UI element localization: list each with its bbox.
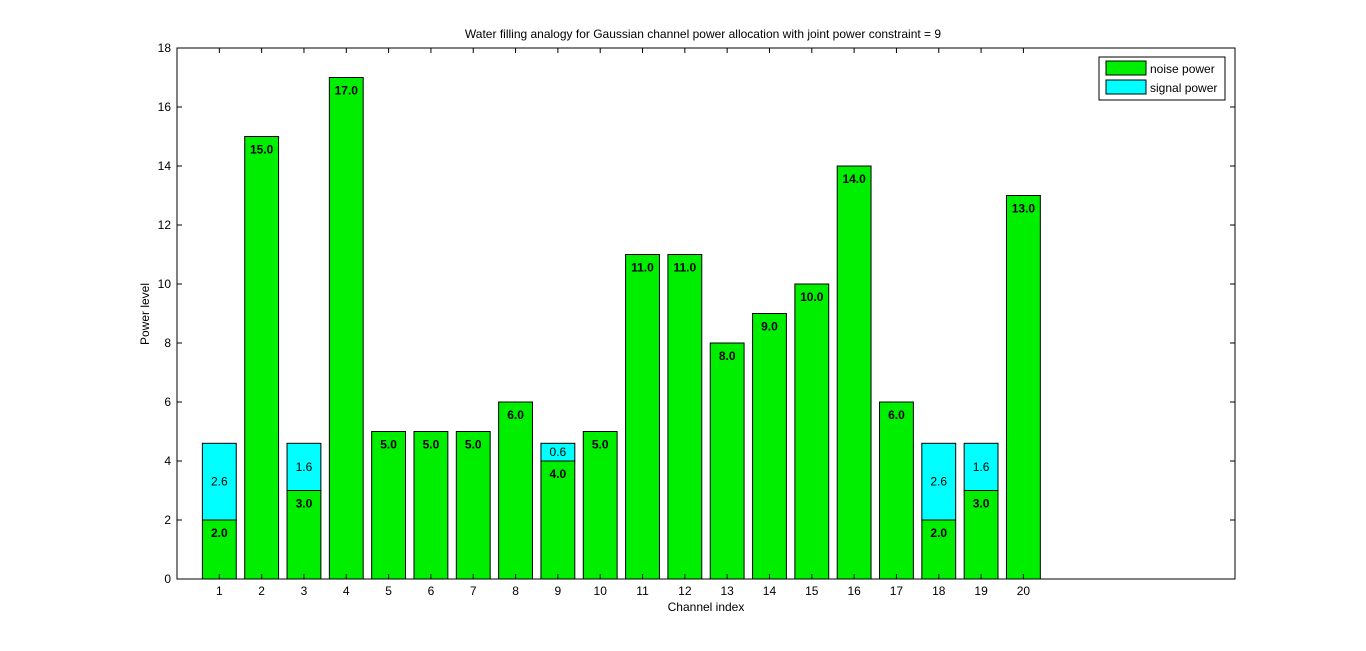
x-tick-label-19: 19: [974, 584, 988, 598]
signal-power-label-18: 2.6: [930, 475, 947, 489]
x-tick-label-10: 10: [594, 584, 608, 598]
signal-power-label-19: 1.6: [973, 460, 990, 474]
x-tick-label-11: 11: [636, 584, 649, 598]
x-axis-label: Channel index: [668, 600, 745, 614]
y-tick-label-16: 16: [158, 100, 172, 114]
noise-power-bar-15: [794, 283, 830, 580]
y-axis-label: Power level: [138, 283, 152, 345]
y-tick-label-12: 12: [158, 218, 172, 232]
noise-power-label-5: 5.0: [380, 438, 397, 452]
y-tick-label-8: 8: [164, 336, 171, 350]
noise-power-bar-18: [921, 519, 957, 580]
x-tick-label-17: 17: [890, 584, 904, 598]
noise-power-bar-7: [455, 431, 491, 580]
x-tick-label-3: 3: [301, 584, 308, 598]
noise-power-label-14: 9.0: [761, 320, 778, 334]
noise-power-label-6: 5.0: [423, 438, 440, 452]
y-tick-label-4: 4: [164, 454, 171, 468]
signal-power-bar-9: [540, 442, 576, 462]
noise-power-label-19: 3.0: [973, 497, 990, 511]
axes-layer: 1 2 3 4 5 6 7 8 9 10 11 12 13 14 15 16 17 18 19 20024681012…: [158, 41, 1235, 598]
noise-power-bar-12: [667, 254, 703, 580]
noise-power-label-15: 10.0: [800, 290, 824, 304]
noise-power-label-20: 13.0: [1012, 202, 1036, 216]
x-tick-label-15: 15: [805, 584, 819, 598]
noise-power-label-3: 3.0: [296, 497, 313, 511]
noise-power-label-10: 5.0: [592, 438, 609, 452]
y-tick-label-14: 14: [158, 159, 172, 173]
y-tick-label-2: 2: [164, 513, 171, 527]
noise-power-bar-16: [836, 165, 872, 580]
noise-power-bar-10: [582, 431, 618, 580]
x-tick-label-8: 8: [512, 584, 519, 598]
legend: noise power signal power: [1098, 56, 1226, 101]
noise-power-label-9: 4.0: [550, 467, 567, 481]
noise-power-label-18: 2.0: [930, 526, 947, 540]
signal-power-bar-19: [963, 442, 999, 491]
noise-power-bar-4: [328, 77, 364, 580]
noise-power-label-13: 8.0: [719, 349, 736, 363]
signal-power-bar-3: [286, 442, 322, 491]
noise-power-bar-5: [371, 431, 407, 580]
noise-power-bar-9: [540, 460, 576, 580]
signal-power-bar-1: [201, 442, 237, 521]
y-tick-label-0: 0: [164, 572, 171, 586]
noise-power-bar-6: [413, 431, 449, 580]
noise-power-label-16: 14.0: [842, 172, 866, 186]
y-tick-label-6: 6: [164, 395, 171, 409]
legend-swatch-signal-power: [1105, 79, 1147, 95]
legend-label-noise-power: noise power: [1150, 62, 1215, 76]
noise-power-bar-17: [879, 401, 914, 580]
x-tick-label-5: 5: [385, 584, 392, 598]
signal-power-label-1: 2.6: [211, 475, 228, 489]
x-tick-label-20: 20: [1017, 584, 1031, 598]
x-tick-label-1: 1: [216, 584, 223, 598]
signal-power-bar-18: [921, 442, 957, 521]
x-tick-label-4: 4: [343, 584, 350, 598]
noise-power-bar-11: [625, 254, 660, 580]
noise-power-label-2: 15.0: [250, 143, 274, 157]
signal-power-label-9: 0.6: [550, 445, 567, 459]
noise-power-label-11: 11.0: [631, 261, 654, 275]
chart-title: Water filling analogy for Gaussian chann…: [465, 27, 941, 41]
noise-power-label-4: 17.0: [335, 84, 359, 98]
plot-area-frame: [176, 47, 1236, 580]
noise-power-label-12: 11.0: [673, 261, 696, 275]
x-tick-label-14: 14: [763, 584, 777, 598]
noise-power-bar-2: [244, 136, 280, 580]
noise-power-bar-20: [1005, 195, 1041, 580]
noise-power-bar-8: [498, 401, 533, 580]
y-tick-label-18: 18: [158, 41, 172, 55]
x-tick-label-2: 2: [258, 584, 265, 598]
x-tick-label-12: 12: [678, 584, 692, 598]
y-tick-label-10: 10: [158, 277, 172, 291]
noise-power-label-8: 6.0: [507, 408, 524, 422]
x-tick-label-6: 6: [428, 584, 435, 598]
x-tick-label-18: 18: [932, 584, 946, 598]
noise-power-bar-14: [752, 313, 787, 580]
legend-swatch-noise-power: [1105, 60, 1147, 76]
noise-power-label-17: 6.0: [888, 408, 905, 422]
x-tick-label-16: 16: [847, 584, 861, 598]
noise-power-label-7: 5.0: [465, 438, 482, 452]
x-tick-label-9: 9: [555, 584, 562, 598]
signal-power-label-3: 1.6: [296, 460, 313, 474]
noise-power-label-1: 2.0: [211, 526, 228, 540]
legend-label-signal-power: signal power: [1150, 81, 1217, 95]
noise-power-bar-13: [709, 342, 745, 580]
x-tick-label-13: 13: [720, 584, 734, 598]
x-tick-label-7: 7: [470, 584, 477, 598]
noise-power-bar-1: [201, 519, 237, 580]
